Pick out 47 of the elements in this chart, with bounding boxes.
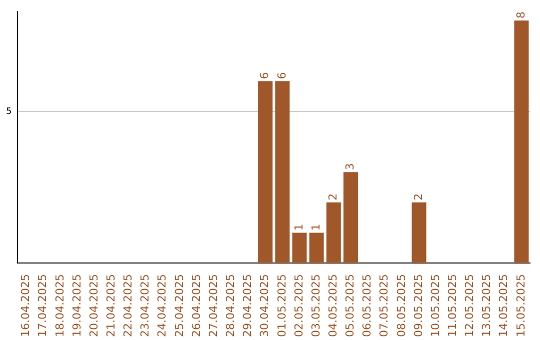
x-tick-label: 04.05.2025	[326, 274, 340, 338]
bar	[514, 20, 529, 264]
data-label: 1	[309, 224, 322, 231]
x-tick-label: 08.05.2025	[394, 274, 408, 338]
data-label: 2	[412, 193, 425, 200]
y-tick-label: 5	[6, 106, 12, 117]
x-tick-label: 15.05.2025	[514, 274, 528, 338]
x-tick-label: 11.05.2025	[446, 274, 460, 338]
bar	[275, 81, 290, 264]
x-tick-label: 12.05.2025	[463, 274, 476, 338]
x-tick-label: 22.04.2025	[122, 274, 135, 338]
x-tick-label: 21.04.2025	[104, 274, 118, 338]
data-label: 8	[514, 11, 528, 18]
bar	[292, 232, 307, 264]
x-tick-label: 28.04.2025	[224, 274, 238, 338]
bar	[309, 232, 324, 264]
x-tick-label: 07.05.2025	[378, 274, 391, 338]
x-tick-label: 02.05.2025	[292, 274, 306, 338]
x-tick-label: 10.05.2025	[428, 274, 442, 338]
x-tick-label: 16.04.2025	[19, 274, 32, 338]
data-label: 6	[258, 72, 272, 80]
x-tick-label: 20.04.2025	[87, 274, 100, 338]
x-tick-label: 14.05.2025	[497, 274, 510, 338]
x-tick-label: 27.04.2025	[206, 274, 220, 338]
data-label: 3	[344, 163, 357, 170]
x-tick-label: 18.04.2025	[53, 274, 66, 338]
bar	[258, 81, 273, 264]
bar	[343, 172, 358, 264]
bar	[326, 202, 341, 264]
x-tick-label: 13.05.2025	[480, 274, 494, 338]
x-tick-label: 24.04.2025	[156, 274, 169, 338]
x-tick-label: 30.04.2025	[258, 274, 272, 338]
x-tick-label: 17.04.2025	[36, 274, 50, 338]
x-tick-label: 03.05.2025	[309, 274, 322, 338]
data-label: 2	[326, 193, 340, 200]
x-tick-label: 05.05.2025	[344, 274, 357, 338]
data-label: 6	[275, 72, 288, 80]
x-tick-label: 19.04.2025	[70, 274, 84, 338]
bar	[412, 202, 426, 264]
x-tick-label: 25.04.2025	[172, 274, 186, 338]
data-label: 1	[292, 224, 306, 231]
x-tick-label: 29.04.2025	[241, 274, 254, 338]
x-tick-label: 01.05.2025	[275, 274, 288, 338]
x-tick-label: 23.04.2025	[138, 274, 152, 338]
x-tick-label: 09.05.2025	[412, 274, 425, 338]
x-tick-label: 26.04.2025	[190, 274, 203, 338]
x-tick-label: 06.05.2025	[360, 274, 374, 338]
